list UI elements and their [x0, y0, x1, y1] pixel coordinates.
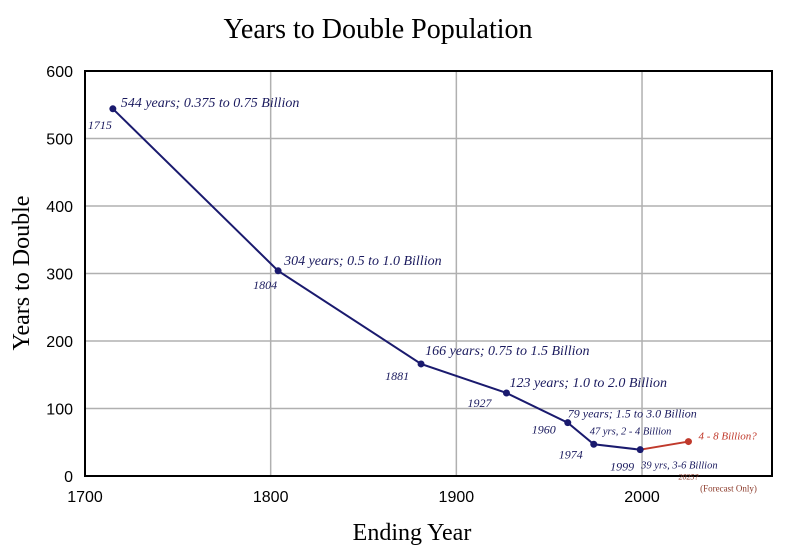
y-tick-label: 500	[46, 132, 73, 149]
y-axis-label: Years to Double	[9, 196, 35, 351]
label-layer: 544 years; 0.375 to 0.75 Billion 1715 304 …	[88, 96, 757, 494]
point-annotation: 123 years; 1.0 to 2.0 Billion	[509, 376, 666, 391]
point-year-label: 1881	[385, 369, 409, 383]
x-tick-label: 2000	[624, 489, 660, 506]
point-annotation: 79 years; 1.5 to 3.0 Billion	[568, 407, 697, 421]
data-point	[502, 389, 510, 397]
grid	[85, 71, 772, 476]
tick-labels: 1700 1800 1900 2000 0 100 200 300 400 500 600	[46, 64, 660, 506]
point-year-label: 1974	[559, 447, 583, 461]
forecast-line	[640, 440, 689, 451]
point-year-label: 1999	[610, 460, 634, 474]
x-tick-label: 1800	[253, 489, 289, 506]
forecast-data-point	[684, 438, 692, 446]
point-annotation: 166 years; 0.75 to 1.5 Billion	[425, 344, 590, 359]
data-point	[590, 440, 598, 448]
forecast-note: (Forecast Only)	[700, 484, 757, 494]
plot-frame	[84, 70, 773, 477]
point-annotation: 544 years; 0.375 to 0.75 Billion	[121, 96, 300, 111]
series-line	[112, 108, 641, 451]
y-tick-label: 200	[46, 334, 73, 351]
data-point	[636, 446, 644, 454]
point-annotation: 47 yrs, 2 - 4 Billion	[590, 426, 672, 437]
x-tick-label: 1700	[67, 489, 103, 506]
y-tick-label: 100	[46, 402, 73, 419]
point-year-label: 1715	[88, 118, 112, 132]
point-year-label: 1927	[467, 396, 492, 410]
data-point	[564, 419, 572, 427]
point-year-label: 1804	[253, 278, 277, 292]
y-tick-label: 600	[46, 64, 73, 81]
y-tick-label: 0	[64, 469, 73, 486]
x-tick-label: 1900	[439, 489, 475, 506]
point-year-label: 1960	[532, 423, 556, 437]
point-annotation: 39 yrs, 3-6 Billion	[640, 461, 717, 472]
data-point	[417, 360, 425, 368]
data-point	[109, 105, 117, 113]
forecast-note: 2025?	[678, 473, 698, 482]
data-point	[274, 267, 282, 275]
chart-title: Years to Double Population	[223, 14, 532, 45]
series-layer	[109, 105, 692, 454]
x-axis-label: Ending Year	[353, 520, 472, 546]
forecast-annotation: 4 - 8 Billion?	[698, 431, 757, 443]
point-annotation: 304 years; 0.5 to 1.0 Billion	[283, 254, 442, 269]
y-tick-label: 300	[46, 267, 73, 284]
y-tick-label: 400	[46, 199, 73, 216]
